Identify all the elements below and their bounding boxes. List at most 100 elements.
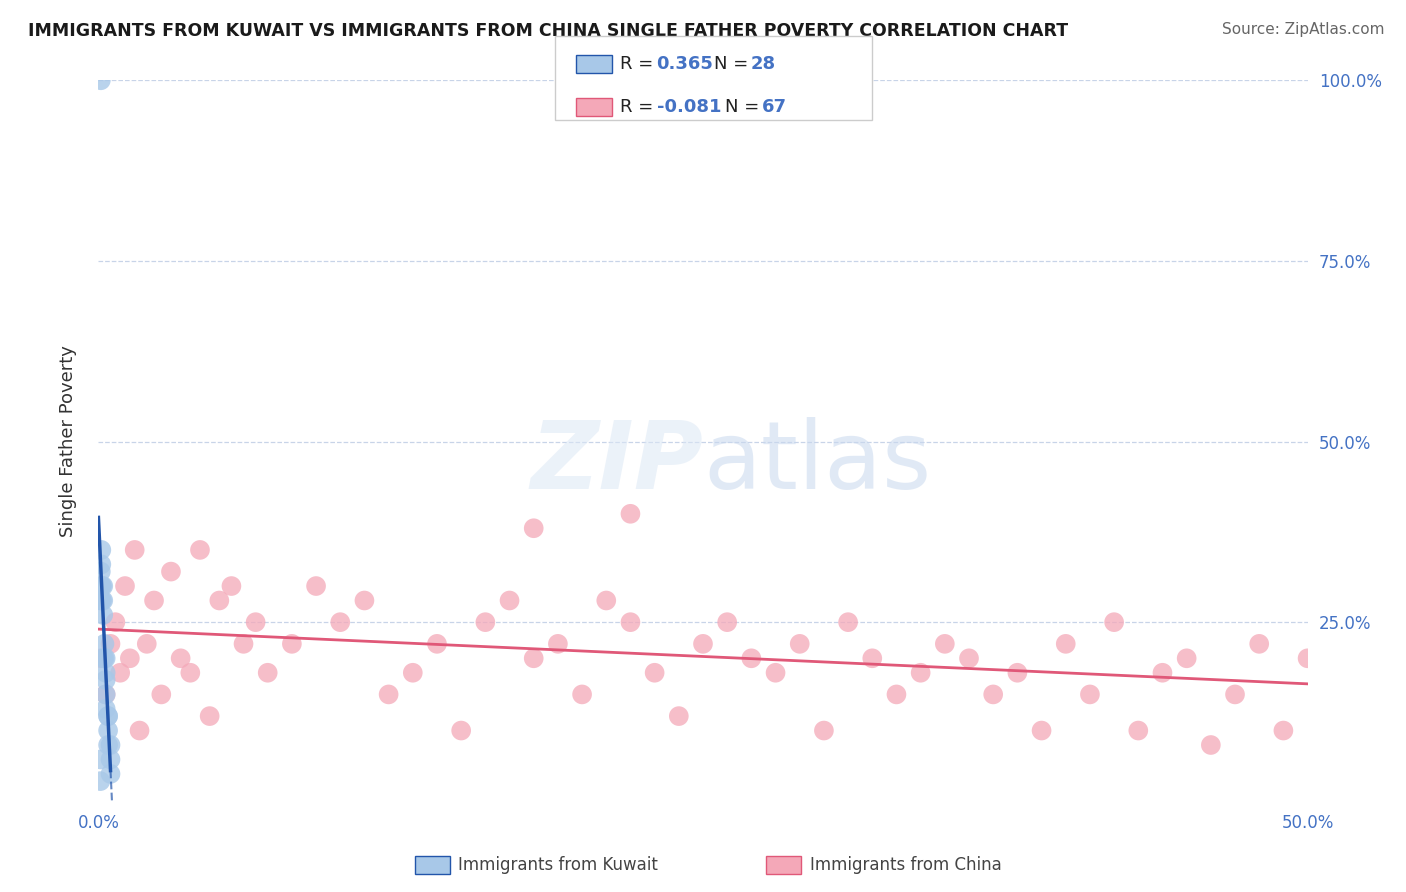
Point [90,565,112,579]
Point [169,651,191,665]
Point [860,651,883,665]
Point [353,593,375,607]
Point [128,723,150,738]
Point [100,767,122,781]
Point [716,615,738,630]
Point [498,593,520,607]
Point [1223,687,1246,701]
Point [90,651,112,665]
Point [886,687,908,701]
Point [91,593,114,607]
Point [981,687,1004,701]
Point [1054,637,1077,651]
Point [179,665,201,680]
Point [1296,651,1319,665]
Point [100,738,122,752]
Point [547,637,569,651]
Point [571,687,593,701]
Point [402,665,425,680]
Point [305,579,328,593]
Point [1249,637,1271,651]
Point [813,723,835,738]
Point [765,665,787,680]
Point [595,593,617,607]
Point [90,73,112,87]
Point [124,542,146,557]
Point [957,651,980,665]
Point [1007,665,1029,680]
Point [135,637,157,651]
Point [94,687,117,701]
Text: 0.365: 0.365 [657,55,713,73]
Point [245,615,267,630]
Point [329,615,352,630]
Point [1128,723,1150,738]
Point [160,565,183,579]
Point [221,579,243,593]
Point [90,558,112,572]
Point [108,665,131,680]
Text: atlas: atlas [703,417,931,509]
Text: -0.081: -0.081 [657,98,721,116]
Point [91,593,114,607]
Point [1152,665,1174,680]
Point [104,615,127,630]
Point [97,709,120,723]
Point [523,521,546,535]
Point [1031,723,1053,738]
Point [143,593,166,607]
Text: N =: N = [714,55,754,73]
Point [97,723,120,738]
Point [100,752,122,766]
Text: Source: ZipAtlas.com: Source: ZipAtlas.com [1222,22,1385,37]
Point [619,615,641,630]
Point [208,593,231,607]
Point [188,542,211,557]
Point [619,507,641,521]
Point [837,615,859,630]
Point [94,673,117,687]
Point [118,651,141,665]
Point [1102,615,1125,630]
Point [114,579,136,593]
Point [198,709,221,723]
Point [426,637,449,651]
Point [377,687,399,701]
Point [668,709,690,723]
Text: 67: 67 [762,98,787,116]
Text: R =: R = [620,55,659,73]
Point [90,542,112,557]
Point [1272,723,1295,738]
Point [90,593,112,607]
Point [1175,651,1198,665]
Point [474,615,496,630]
Point [90,579,112,593]
Y-axis label: Single Father Poverty: Single Father Poverty [59,345,77,538]
Point [91,579,114,593]
Point [789,637,811,651]
Point [91,651,114,665]
Point [232,637,254,651]
Point [150,687,173,701]
Text: N =: N = [725,98,765,116]
Text: Immigrants from Kuwait: Immigrants from Kuwait [458,856,658,874]
Point [91,579,114,593]
Point [93,651,115,665]
Point [89,752,111,766]
Point [1078,687,1101,701]
Point [94,665,117,680]
Point [97,709,120,723]
Point [91,607,114,622]
Text: R =: R = [620,98,659,116]
Point [100,637,122,651]
Point [97,738,120,752]
Point [256,665,278,680]
Text: ZIP: ZIP [530,417,703,509]
Point [94,687,117,701]
Point [740,651,762,665]
Point [910,665,932,680]
Point [1199,738,1222,752]
Point [644,665,666,680]
Text: Immigrants from China: Immigrants from China [810,856,1001,874]
Point [89,774,111,789]
